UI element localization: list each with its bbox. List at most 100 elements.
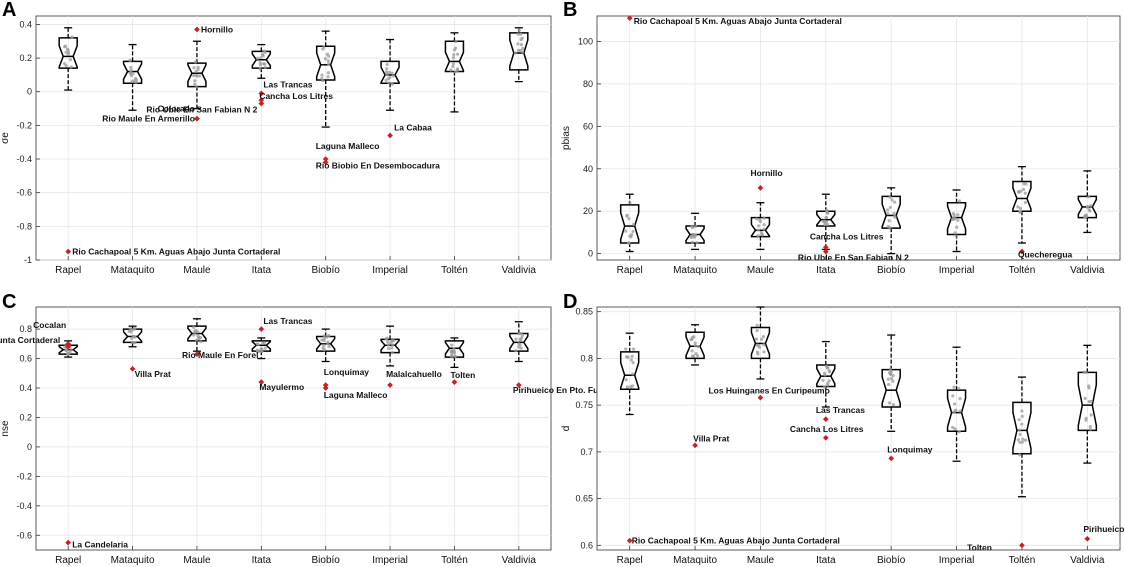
y-tick-label: -1 [24, 255, 32, 265]
scatter-point [630, 233, 634, 237]
scatter-point [955, 225, 959, 229]
x-tick-label: Mataquito [673, 555, 717, 566]
y-tick-label: 0.4 [19, 19, 32, 29]
outlier-label: Las Trancas [263, 79, 312, 89]
scatter-point [758, 345, 762, 349]
scatter-point [1020, 414, 1024, 418]
box-body [750, 216, 771, 238]
box-body [58, 37, 78, 69]
scatter-point [953, 409, 957, 413]
scatter-point [1023, 200, 1028, 205]
box-maule [187, 40, 207, 110]
y-tick-label: -0.2 [16, 471, 32, 481]
scatter-point [130, 340, 135, 345]
scatter-point [384, 78, 388, 82]
outlier-marker [692, 442, 698, 449]
outlier-label: Rio Cachapoal 5 Km. Aguas Abajo Junta Co… [72, 247, 280, 257]
x-tick-label: Mataquito [673, 265, 717, 276]
outlier-label: Cancha Los Litres [790, 424, 864, 434]
outlier-label: La Cabaa [394, 122, 432, 132]
box-biobío [315, 328, 336, 363]
box-toltén [444, 337, 465, 369]
outlier-marker [194, 115, 200, 122]
scatter-point [1088, 424, 1092, 429]
outlier-marker [515, 382, 522, 388]
scatter-point [958, 397, 962, 401]
x-tick-label: Itata [252, 555, 272, 566]
outlier-label: Lonquimay [887, 444, 933, 454]
plot-area [35, 306, 552, 551]
scatter-point [628, 201, 632, 205]
box-body [1012, 401, 1032, 455]
scatter-point [387, 70, 391, 74]
plot-area [35, 15, 552, 261]
scatter-point [192, 333, 196, 337]
scatter-point [390, 346, 394, 350]
scatter-point [826, 211, 830, 215]
scatter-point [629, 358, 633, 362]
scatter-point [888, 226, 892, 230]
scatter-point [950, 217, 955, 221]
y-tick-label: 60 [583, 121, 593, 131]
scatter-point [263, 346, 267, 350]
scatter-point [130, 328, 134, 332]
outlier-label: Quecheregua [1018, 250, 1073, 260]
scatter-point [193, 79, 197, 83]
x-tick-label: Maule [183, 265, 211, 276]
scatter-point [64, 50, 68, 54]
box-body [816, 364, 836, 388]
scatter-point [194, 69, 198, 74]
box-valdivia [1077, 344, 1098, 464]
x-tick-label: Mataquito [111, 555, 155, 566]
x-tick-label: Biobío [312, 265, 341, 276]
scatter-point [888, 195, 892, 199]
scatter-point [754, 337, 759, 341]
scatter-point [630, 384, 635, 388]
scatter-point [887, 219, 891, 223]
y-tick-label: 0 [27, 87, 32, 97]
scatter-point [513, 51, 518, 55]
scatter-point [386, 343, 391, 347]
box-body [315, 45, 336, 81]
scatter-point [762, 227, 766, 231]
box-valdivia [1077, 170, 1098, 234]
panel-letter: B [563, 0, 577, 21]
outlier-marker [387, 132, 393, 139]
outlier-marker [822, 244, 829, 251]
scatter-point [953, 427, 957, 431]
scatter-point [693, 341, 697, 345]
scatter-point [326, 340, 330, 344]
outlier-label: Tolten [450, 370, 475, 380]
scatter-point [892, 211, 896, 215]
scatter-point [1021, 437, 1025, 441]
box-body [251, 50, 272, 69]
scatter-point [1087, 195, 1091, 199]
scatter-point [823, 223, 827, 227]
scatter-point [322, 343, 326, 347]
scatter-point [386, 77, 391, 81]
scatter-point [690, 240, 694, 244]
outlier-marker [258, 90, 265, 97]
x-tick-label: Imperial [372, 555, 408, 566]
outlier-label: La Candelaria [72, 540, 128, 550]
scatter-point [822, 219, 827, 223]
scatter-point [192, 66, 196, 70]
scatter-point [263, 65, 267, 69]
outlier-marker [129, 366, 136, 372]
scatter-point [62, 61, 67, 66]
scatter-point [262, 49, 266, 53]
box-toltén [1012, 165, 1032, 244]
outlier-label: Pirihueico En Pto. Fuy [1083, 524, 1124, 534]
scatter-point [892, 200, 897, 204]
scatter-point [1024, 438, 1028, 442]
scatter-point [887, 382, 891, 387]
outlier-label: Laguna Malleco [324, 390, 388, 400]
outlier-marker [1019, 248, 1025, 255]
scatter-point [194, 84, 198, 89]
scatter-point [827, 369, 831, 373]
scatter-point [889, 376, 894, 381]
scatter-point [514, 349, 518, 353]
y-tick-label: 0.75 [575, 400, 593, 410]
scatter-point [693, 233, 698, 237]
y-tick-label: -0.6 [16, 530, 32, 540]
